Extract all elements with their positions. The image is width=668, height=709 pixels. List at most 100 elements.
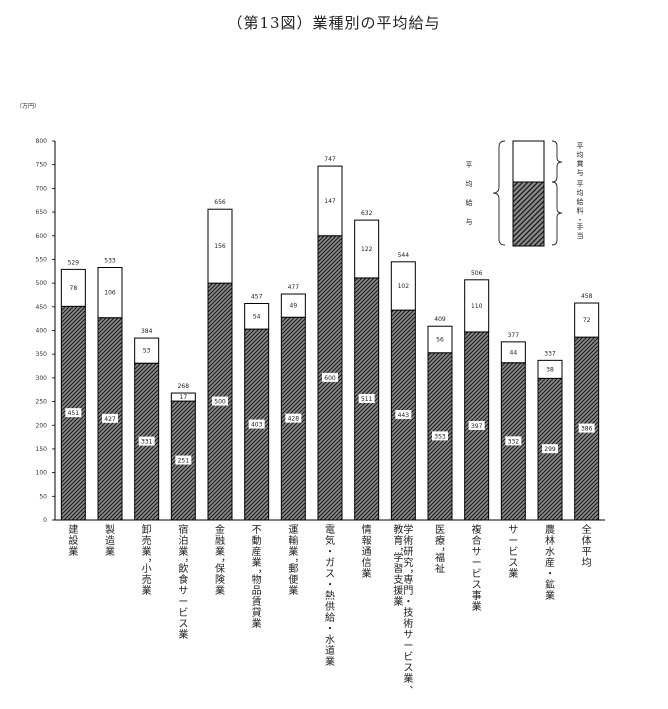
legend-group-char: 均 (466, 179, 473, 188)
category-label-char: 均 (582, 557, 592, 569)
y-tick-label: 50 (39, 493, 47, 500)
category-label-char: 売 (142, 534, 152, 547)
category-label-char: ， (294, 553, 304, 564)
salary-value-label: 511 (361, 396, 373, 403)
category-label-char: 支 (393, 574, 403, 586)
legend-group-char: 与 (466, 218, 473, 226)
legend-group-label: 平均給与 (466, 161, 473, 226)
salary-label-box (65, 408, 82, 418)
category-label-char: 業 (178, 628, 188, 641)
category-label-char: 教 (393, 523, 403, 536)
y-tick-label: 150 (36, 446, 48, 453)
y-tick-label: 650 (36, 209, 48, 216)
category-label-char: 福 (435, 551, 445, 564)
category-label-char: 業 (142, 584, 152, 597)
y-tick-label: 200 (36, 422, 48, 429)
y-tick-label: 600 (36, 233, 48, 240)
legend-group-char: 平 (466, 161, 473, 169)
category-label-char: ， (184, 553, 194, 564)
category-label-char: 気 (325, 534, 335, 547)
total-value-label: 337 (544, 350, 556, 357)
bar-bonus (317, 165, 343, 237)
category-label-char: 給 (325, 611, 335, 624)
y-tick-label: 300 (36, 375, 48, 382)
category-label-char: ー (508, 536, 518, 547)
category-label-char: サ (472, 546, 482, 558)
total-value-label: 656 (214, 199, 226, 206)
y-tick-label: 100 (36, 470, 48, 477)
category-label-char: ， (221, 553, 231, 564)
chart-title: （第13図）業種別の平均給与 (227, 14, 441, 32)
salary-label-box (432, 431, 448, 441)
total-value-label: 268 (178, 383, 190, 390)
salary-value-label: 443 (398, 412, 410, 419)
bar-bonus (537, 359, 563, 379)
category-label-char: 業 (252, 556, 262, 569)
category-label-char: 信 (362, 557, 372, 569)
salary-label-box (358, 393, 375, 403)
category-label-char: 食 (178, 573, 188, 586)
category-label-char: 産 (545, 556, 555, 569)
category-label-char: 複 (472, 523, 482, 536)
category-label-char: 業 (178, 545, 188, 558)
total-value-label: 747 (324, 156, 336, 163)
salary-value-label: 397 (471, 423, 483, 430)
category-label-char: 術 (403, 617, 413, 630)
category-label-char: 道 (325, 644, 335, 657)
category-label-char: ， (399, 542, 409, 553)
total-value-label: 506 (471, 270, 483, 277)
y-tick-label: 350 (36, 351, 48, 358)
category-label-char: 全 (582, 523, 592, 536)
category-label-char: 産 (252, 545, 262, 558)
salary-label-box (175, 455, 192, 465)
category-label-char: ， (148, 553, 158, 564)
category-label-char: 貸 (252, 606, 262, 619)
category-label-char: 飲 (178, 562, 188, 575)
total-value-label: 477 (288, 284, 300, 291)
bonus-value-label: 44 (510, 349, 518, 356)
bonus-value-label: 56 (436, 337, 444, 344)
bonus-value-label: 17 (180, 394, 188, 401)
bonus-value-label: 72 (583, 317, 591, 324)
category-label-char: 製 (105, 523, 115, 536)
salary-label-box (505, 436, 522, 446)
salary-value-label: 386 (581, 426, 593, 433)
salary-label-box (542, 444, 558, 454)
category-label-char: ・ (545, 569, 555, 580)
legend-salary-char: 均 (577, 188, 584, 197)
bar-bonus (390, 261, 416, 311)
salary-label-box (212, 396, 228, 406)
salary-label-box (248, 419, 265, 429)
category-label-char: サ (403, 629, 413, 641)
category-label-char: 育 (393, 534, 403, 547)
salary-value-label: 251 (178, 458, 190, 465)
category-label-char: 習 (393, 563, 403, 575)
bar-bonus (427, 325, 453, 354)
legend-bonus-char: 賞 (577, 159, 584, 168)
bar-bonus (574, 302, 600, 338)
total-value-label: 529 (68, 259, 80, 266)
salary-value-label: 299 (544, 446, 556, 453)
category-label-char: ビ (403, 651, 413, 663)
category-label-char: ス (472, 580, 482, 591)
category-labels: 建設業製造業卸売業，小売業宿泊業，飲食サービス業金融業，保険業不動産業，物品賃貸… (68, 523, 591, 691)
category-label-char: ， (409, 564, 419, 575)
legend-salary-char: 料 (577, 206, 584, 215)
category-label-char: 業 (215, 545, 225, 558)
category-label-char: 業 (545, 589, 555, 602)
legend-salary-char: 手 (577, 222, 584, 231)
bar-bonus (500, 341, 526, 364)
category-label-char: ・ (325, 547, 335, 558)
total-value-label: 632 (361, 210, 373, 217)
category-label-char: 泊 (178, 535, 188, 547)
category-label-char: ， (441, 542, 451, 553)
bar-bonus (97, 266, 123, 319)
y-tick-label: 700 (36, 185, 48, 192)
category-label-char: 物 (252, 573, 262, 586)
legend-group-char: 給 (466, 198, 473, 207)
category-label-char: 体 (582, 535, 592, 547)
category-label-char: 業 (362, 567, 372, 580)
